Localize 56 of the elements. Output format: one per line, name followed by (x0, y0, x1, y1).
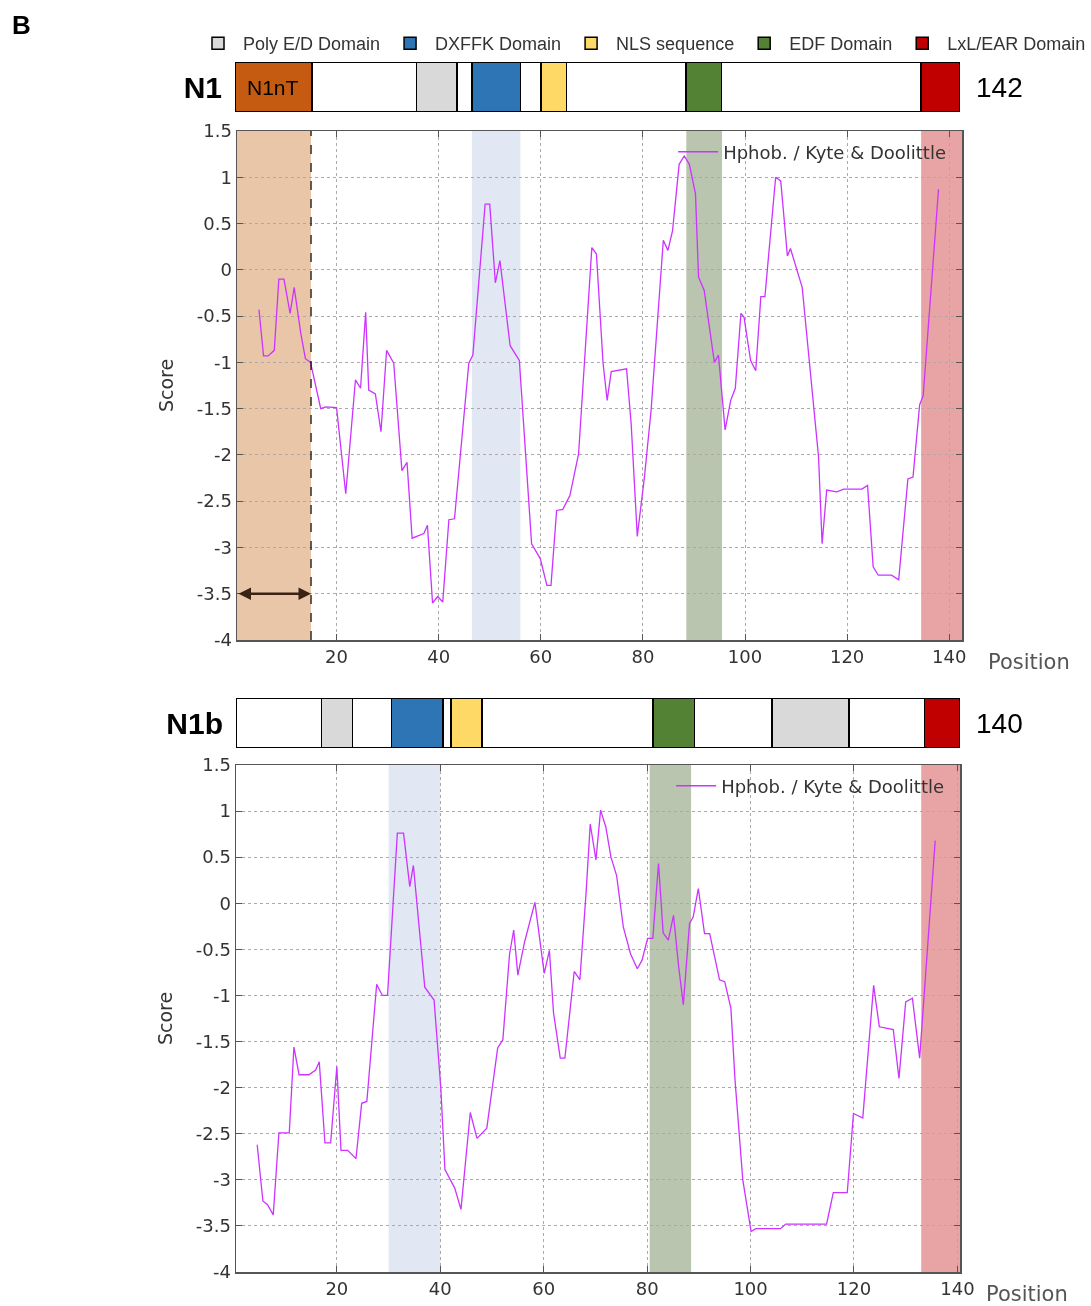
legend-label: DXFFK Domain (435, 34, 562, 55)
y-tick-label: 1.5 (202, 754, 231, 776)
y-tick-label: -2 (212, 1076, 231, 1098)
x-tick-label: 40 (428, 1278, 452, 1300)
x-tick-label: 80 (635, 1278, 659, 1300)
x-tick-label: 60 (532, 1278, 556, 1300)
y-tick-label: 1 (219, 800, 231, 822)
x-tick-label: 100 (727, 646, 763, 668)
y-tick-label: -4 (212, 1261, 231, 1283)
x-tick-label: 80 (631, 646, 655, 668)
x-tick-label: 140 (932, 646, 967, 668)
y-tick-label: -4 (213, 629, 232, 651)
x-tick-label: 20 (325, 646, 349, 668)
x-tick-label: 120 (829, 646, 865, 668)
x-tick-label: 20 (325, 1278, 349, 1300)
y-tick-label: -3.5 (195, 1215, 231, 1237)
y-tick-label: -0.5 (196, 305, 232, 327)
y-tick-label: 0 (220, 259, 232, 281)
y-tick-label: -3 (212, 1169, 231, 1191)
x-axis-title: Position (988, 650, 1070, 674)
x-tick-label: 120 (836, 1278, 872, 1300)
y-tick-label: N1b (166, 706, 223, 740)
y-tick-label: -0.5 (195, 938, 231, 960)
y-tick-label: -2.5 (195, 1123, 231, 1145)
y-tick-label: -1 (212, 984, 231, 1006)
y-tick-label: -3 (213, 536, 232, 558)
y-tick-label: -1.5 (196, 397, 232, 419)
annotation: N1nT (247, 76, 299, 99)
legend-label: Poly E/D Domain (243, 34, 381, 55)
y-tick-label: 1.5 (203, 120, 232, 142)
y-tick-label: 1 (220, 166, 232, 188)
line-series (256, 809, 936, 1233)
y-tick-label: -2 (213, 444, 232, 466)
legend-label: LxL/EAR Domain (947, 34, 1086, 55)
legend-label: NLS sequence (616, 34, 735, 55)
legend-label: Hphob. / Kyte & Doolittle (721, 775, 945, 797)
y-tick-label: 0 (219, 892, 231, 914)
text: B (12, 10, 31, 40)
x-axis-title: Position (986, 1282, 1068, 1306)
y-axis-title: Score (154, 358, 177, 413)
legend-label: EDF Domain (789, 34, 893, 55)
y-tick-label: 0.5 (203, 212, 232, 234)
x-tick-label: 100 (733, 1278, 768, 1300)
y-tick-label: -3.5 (196, 583, 232, 605)
y-tick-label: N1 (183, 70, 222, 104)
y-tick-label: -1.5 (195, 1030, 231, 1052)
x-tick-label: 60 (529, 646, 553, 668)
y-tick-label: -2.5 (196, 490, 232, 512)
x-tick-label: 40 (427, 646, 451, 668)
y-tick-label: 0.5 (202, 846, 231, 868)
y-axis-title: Score (153, 991, 176, 1046)
text: 142 (976, 72, 1023, 103)
y-tick-label: -1 (213, 351, 232, 373)
x-tick-label: 140 (940, 1278, 975, 1300)
legend-label: Hphob. / Kyte & Doolittle (723, 141, 946, 163)
text: 140 (976, 708, 1023, 739)
